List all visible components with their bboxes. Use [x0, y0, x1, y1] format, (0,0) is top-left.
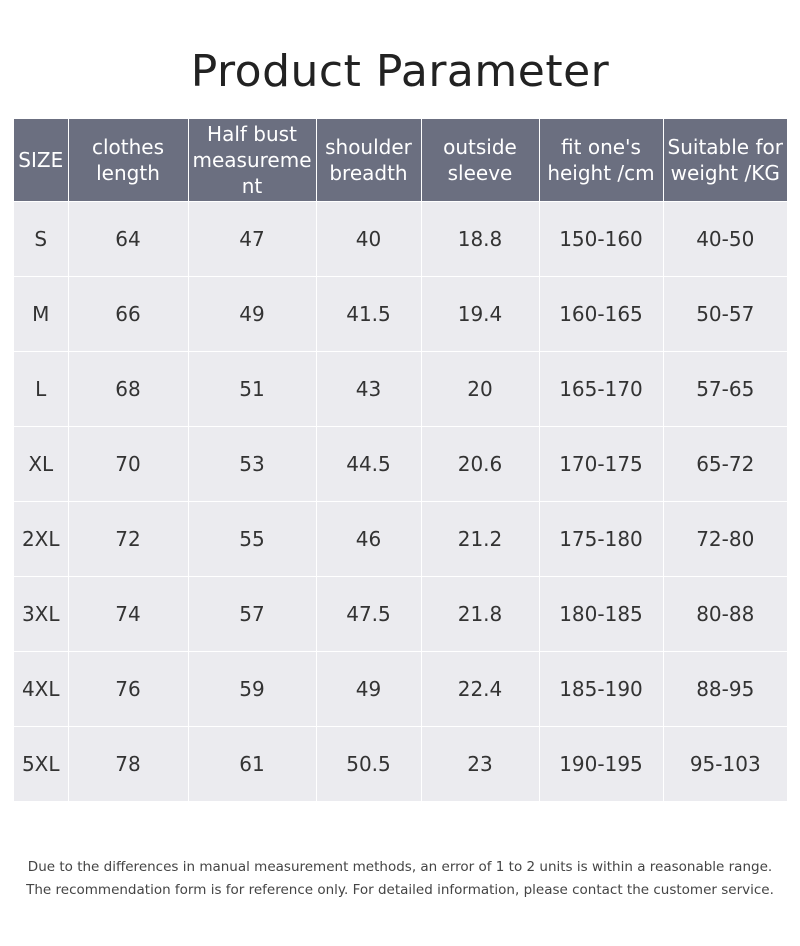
table-cell: 59 — [188, 651, 317, 727]
table-cell: M — [14, 276, 69, 352]
table-cell: 46 — [316, 501, 422, 577]
table-cell: 72-80 — [663, 501, 787, 577]
table-cell: 64 — [68, 201, 189, 277]
table-row: 4XL 76 59 49 22.4 185-190 88-95 — [14, 651, 787, 727]
table-cell: 160-165 — [539, 276, 664, 352]
table-row: 5XL 78 61 50.5 23 190-195 95-103 — [14, 726, 787, 801]
table-cell: 57 — [188, 576, 317, 652]
header-clothes-length: clothes length — [68, 119, 189, 202]
table-cell: 23 — [421, 726, 540, 801]
table-cell: 95-103 — [663, 726, 787, 801]
header-shoulder-breadth: shoulder breadth — [316, 119, 422, 202]
header-height: fit one's height /cm — [539, 119, 664, 202]
table-cell: 170-175 — [539, 426, 664, 502]
table-cell: 53 — [188, 426, 317, 502]
table-cell: 3XL — [14, 576, 69, 652]
header-outside-sleeve: outside sleeve — [421, 119, 540, 202]
table-row: S 64 47 40 18.8 150-160 40-50 — [14, 201, 787, 277]
table-cell: 74 — [68, 576, 189, 652]
table-cell: 55 — [188, 501, 317, 577]
table-cell: 190-195 — [539, 726, 664, 801]
table-cell: 22.4 — [421, 651, 540, 727]
header-weight: Suitable for weight /KG — [663, 119, 787, 202]
disclaimer-line: The recommendation form is for reference… — [26, 882, 774, 898]
disclaimer-line: Due to the differences in manual measure… — [27, 859, 773, 875]
table-cell: 65-72 — [663, 426, 787, 502]
table-cell: XL — [14, 426, 69, 502]
table-cell: 19.4 — [421, 276, 540, 352]
table-row: 2XL 72 55 46 21.2 175-180 72-80 — [14, 501, 787, 577]
table-cell: S — [14, 201, 69, 277]
table-cell: 20.6 — [421, 426, 540, 502]
table-cell: 61 — [188, 726, 317, 801]
table-cell: 165-170 — [539, 351, 664, 427]
table-cell: 49 — [316, 651, 422, 727]
table-cell: 180-185 — [539, 576, 664, 652]
table-cell: 47.5 — [316, 576, 422, 652]
header-size: SIZE — [14, 119, 69, 202]
table-cell: 88-95 — [663, 651, 787, 727]
table-cell: 4XL — [14, 651, 69, 727]
table-cell: 2XL — [14, 501, 69, 577]
table-cell: 66 — [68, 276, 189, 352]
header-half-bust: Half bust measurement — [188, 119, 317, 202]
table-cell: 51 — [188, 351, 317, 427]
table-cell: 185-190 — [539, 651, 664, 727]
table-cell: 80-88 — [663, 576, 787, 652]
table-cell: 70 — [68, 426, 189, 502]
table-header-row: SIZE clothes length Half bust measuremen… — [14, 119, 787, 202]
table-cell: 20 — [421, 351, 540, 427]
table-cell: 47 — [188, 201, 317, 277]
table-cell: 41.5 — [316, 276, 422, 352]
table-row: 3XL 74 57 47.5 21.8 180-185 80-88 — [14, 576, 787, 652]
table-cell: 57-65 — [663, 351, 787, 427]
table-cell: 49 — [188, 276, 317, 352]
table-row: M 66 49 41.5 19.4 160-165 50-57 — [14, 276, 787, 352]
table-cell: 175-180 — [539, 501, 664, 577]
size-table: SIZE clothes length Half bust measuremen… — [14, 119, 787, 801]
table-cell: L — [14, 351, 69, 427]
table-cell: 68 — [68, 351, 189, 427]
table-row: XL 70 53 44.5 20.6 170-175 65-72 — [14, 426, 787, 502]
table-row: L 68 51 43 20 165-170 57-65 — [14, 351, 787, 427]
table-cell: 50.5 — [316, 726, 422, 801]
table-cell: 40-50 — [663, 201, 787, 277]
page-title: Product Parameter — [190, 46, 610, 97]
table-cell: 72 — [68, 501, 189, 577]
table-cell: 21.8 — [421, 576, 540, 652]
table-cell: 43 — [316, 351, 422, 427]
table-cell: 76 — [68, 651, 189, 727]
table-cell: 78 — [68, 726, 189, 801]
table-cell: 44.5 — [316, 426, 422, 502]
table-cell: 50-57 — [663, 276, 787, 352]
table-cell: 18.8 — [421, 201, 540, 277]
table-cell: 150-160 — [539, 201, 664, 277]
disclaimer: Due to the differences in manual measure… — [0, 856, 800, 902]
table-cell: 40 — [316, 201, 422, 277]
table-cell: 5XL — [14, 726, 69, 801]
table-cell: 21.2 — [421, 501, 540, 577]
